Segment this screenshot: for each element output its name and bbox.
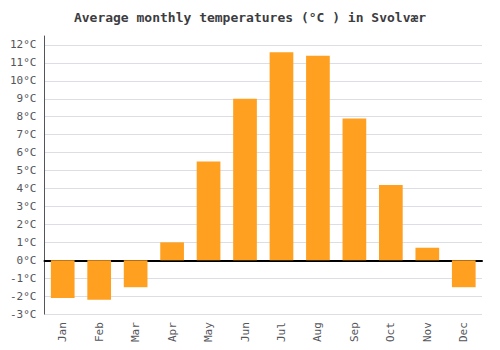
svg-text:Nov: Nov [421,322,434,342]
svg-text:12°C: 12°C [10,38,37,51]
svg-text:11°C: 11°C [10,56,37,69]
svg-text:Jan: Jan [56,322,69,342]
svg-text:Apr: Apr [166,322,179,342]
svg-text:Sep: Sep [348,322,361,342]
svg-text:5°C: 5°C [17,164,37,177]
svg-text:8°C: 8°C [17,110,37,123]
svg-text:Dec: Dec [457,322,470,342]
svg-text:Feb: Feb [93,322,106,342]
svg-text:May: May [202,322,215,342]
svg-text:Aug: Aug [311,322,324,342]
svg-text:2°C: 2°C [17,218,37,231]
svg-text:6°C: 6°C [17,146,37,159]
svg-text:3°C: 3°C [17,200,37,213]
svg-text:1°C: 1°C [17,236,37,249]
svg-text:0°C: 0°C [17,254,37,267]
svg-text:9°C: 9°C [17,92,37,105]
svg-text:Jul: Jul [275,322,288,342]
svg-text:Average monthly temperatures (: Average monthly temperatures (°C ) in Sv… [74,10,426,25]
svg-text:7°C: 7°C [17,128,37,141]
svg-text:4°C: 4°C [17,182,37,195]
svg-text:-3°C: -3°C [10,308,37,321]
svg-text:Jun: Jun [239,322,252,342]
svg-text:-1°C: -1°C [10,272,37,285]
svg-text:10°C: 10°C [10,74,37,87]
svg-text:Oct: Oct [384,322,397,342]
svg-text:Mar: Mar [129,322,142,342]
svg-text:-2°C: -2°C [10,290,37,303]
